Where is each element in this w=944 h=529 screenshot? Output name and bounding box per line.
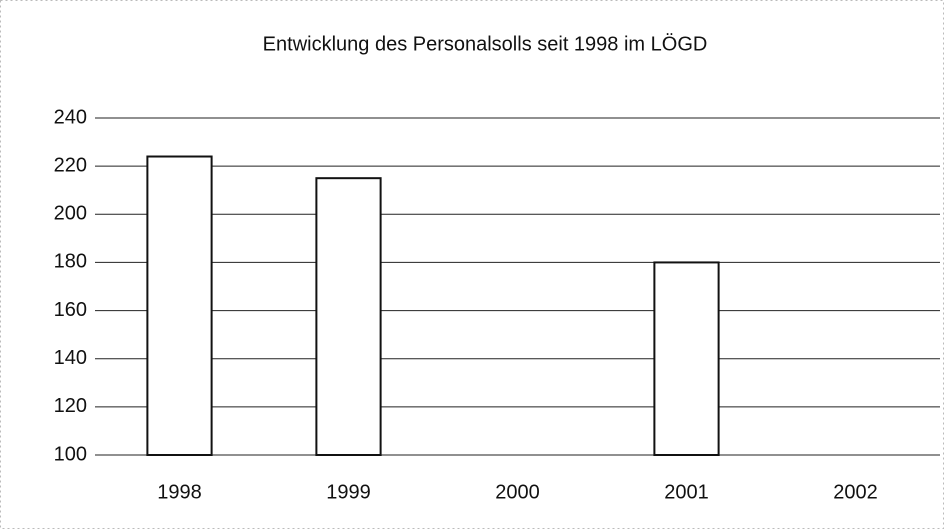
x-tick-label: 2000 [495, 481, 540, 503]
chart-title: Entwicklung des Personalsolls seit 1998 … [263, 33, 708, 55]
bar [653, 261, 720, 456]
y-tick-label: 200 [54, 203, 87, 225]
x-tick-label: 1999 [326, 481, 371, 503]
y-tick-label: 240 [54, 106, 87, 128]
y-tick-label: 160 [54, 299, 87, 321]
y-tick-label: 140 [54, 347, 87, 369]
x-tick-label: 1998 [157, 481, 202, 503]
x-tick-label: 2001 [664, 481, 709, 503]
bar [315, 177, 382, 457]
y-tick-label: 220 [54, 154, 87, 176]
y-tick-label: 120 [54, 395, 87, 417]
x-tick-label: 2002 [833, 481, 878, 503]
y-tick-label: 180 [54, 251, 87, 273]
y-tick-label: 100 [54, 443, 87, 465]
bar [146, 155, 213, 456]
